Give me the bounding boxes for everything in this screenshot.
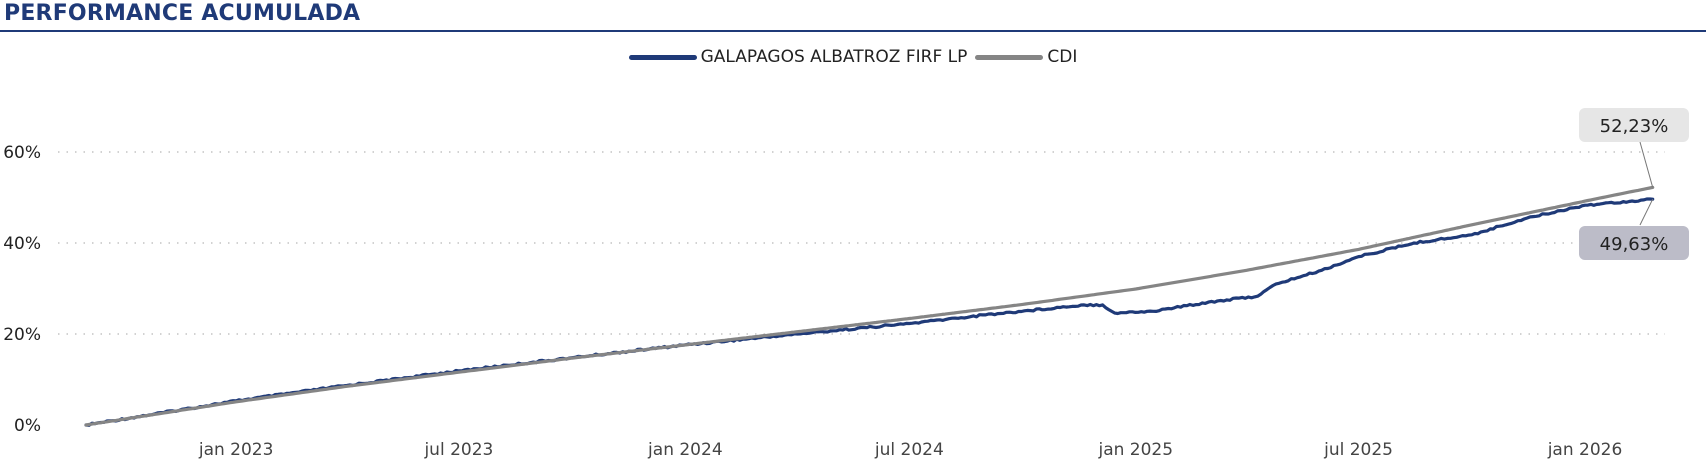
callouts: 52,23% 49,63% — [1579, 108, 1689, 260]
series-lines — [84, 185, 1655, 427]
x-tick-label: jul 2024 — [874, 440, 944, 460]
x-tick-label: jan 2023 — [198, 440, 274, 460]
callout-label-fund: 49,63% — [1600, 234, 1669, 255]
x-tick-label: jan 2026 — [1547, 440, 1623, 460]
x-tick-label: jan 2025 — [1097, 440, 1173, 460]
x-tick-label: jul 2023 — [423, 440, 493, 460]
legend-label-cdi: CDI — [1047, 47, 1078, 67]
callout-label-cdi: 52,23% — [1600, 116, 1669, 137]
chart-title: PERFORMANCE ACUMULADA — [4, 1, 361, 26]
callout-box-fund — [1579, 226, 1689, 260]
legend-item-cdi[interactable]: CDI — [975, 47, 1077, 67]
legend: GALAPAGOS ALBATROZ FIRF LP CDI — [0, 44, 1706, 70]
y-tick-label: 60% — [3, 143, 41, 163]
x-tick-label: jul 2025 — [1323, 440, 1393, 460]
legend-swatch-cdi — [975, 54, 1044, 60]
y-tick-label: 40% — [3, 234, 41, 254]
series-line-cdi — [84, 185, 1655, 427]
x-tick-label: jan 2024 — [647, 440, 723, 460]
title-bar: PERFORMANCE ACUMULADA — [0, 0, 1706, 32]
callout-box-cdi — [1579, 108, 1689, 142]
y-axis: 0% 20% 40% 60% — [3, 143, 41, 436]
legend-swatch-fund — [628, 54, 697, 60]
callout-leader-cdi — [1639, 141, 1654, 188]
legend-item-fund[interactable]: GALAPAGOS ALBATROZ FIRF LP — [628, 47, 968, 67]
callout-leader-fund — [1639, 198, 1654, 226]
y-tick-label: 0% — [14, 416, 41, 436]
legend-label-fund: GALAPAGOS ALBATROZ FIRF LP — [700, 47, 968, 67]
x-axis: jan 2023 jul 2023 jan 2024 jul 2024 jan 2025… — [198, 440, 1622, 460]
y-tick-label: 20% — [3, 325, 41, 345]
